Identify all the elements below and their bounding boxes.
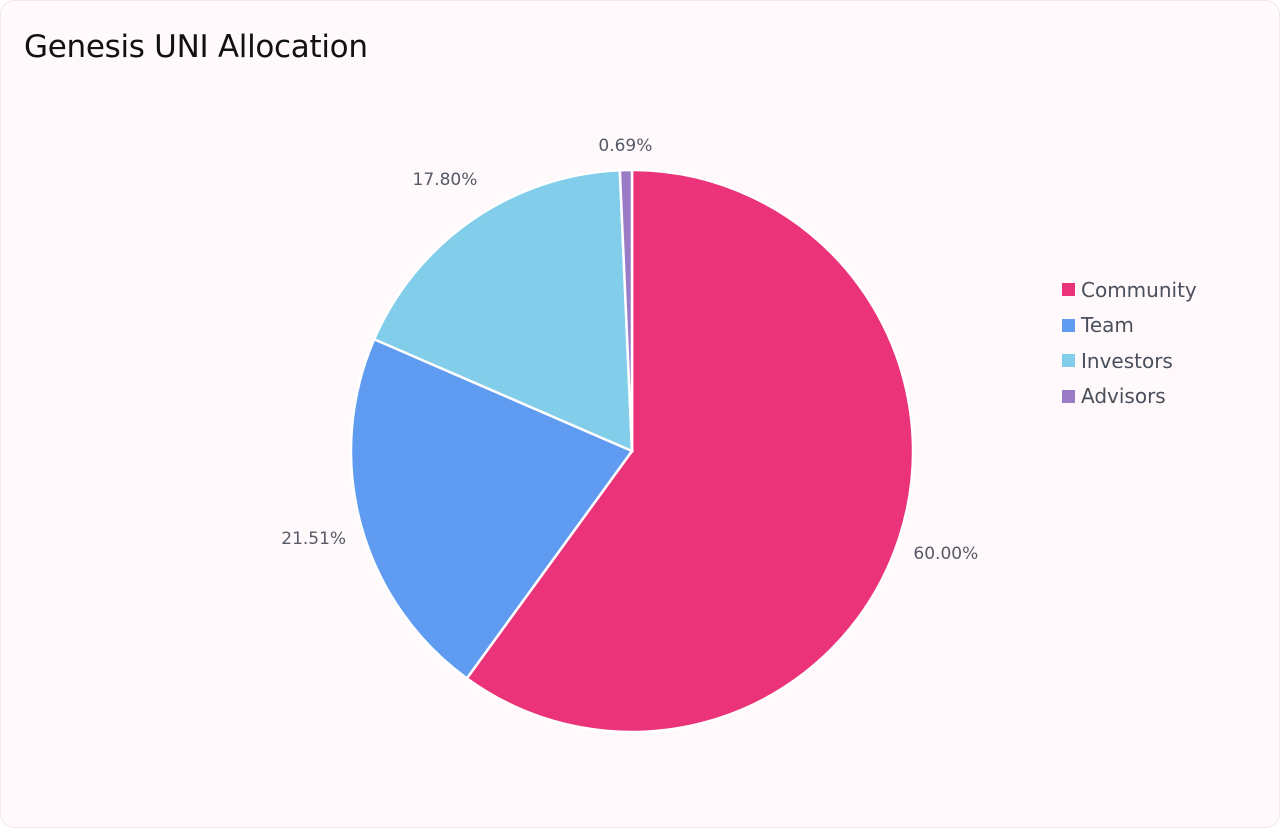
chart-title: Genesis UNI Allocation <box>24 29 368 65</box>
legend-label: Community <box>1081 277 1197 302</box>
legend: Community Team Investors Advisors <box>1062 272 1197 414</box>
legend-swatch <box>1062 389 1075 403</box>
legend-label: Investors <box>1081 348 1173 373</box>
legend-item-advisors[interactable]: Advisors <box>1062 379 1197 415</box>
data-label-community: 60.00% <box>913 544 978 564</box>
data-label-advisors: 0.69% <box>598 136 652 156</box>
legend-swatch <box>1062 283 1075 297</box>
pie-slice-investors[interactable] <box>372 168 634 453</box>
legend-swatch <box>1062 354 1075 368</box>
legend-item-team[interactable]: Team <box>1062 308 1197 344</box>
legend-label: Advisors <box>1081 384 1166 409</box>
data-label-team: 21.51% <box>281 529 346 549</box>
legend-label: Team <box>1081 313 1134 338</box>
pie-slice-advisors[interactable] <box>618 168 634 452</box>
legend-swatch <box>1062 318 1075 332</box>
legend-item-investors[interactable]: Investors <box>1062 343 1197 379</box>
legend-item-community[interactable]: Community <box>1062 272 1197 308</box>
pie-slice-community[interactable] <box>465 168 915 734</box>
data-label-investors: 17.80% <box>413 170 478 190</box>
pie-slice-team[interactable] <box>349 337 634 681</box>
